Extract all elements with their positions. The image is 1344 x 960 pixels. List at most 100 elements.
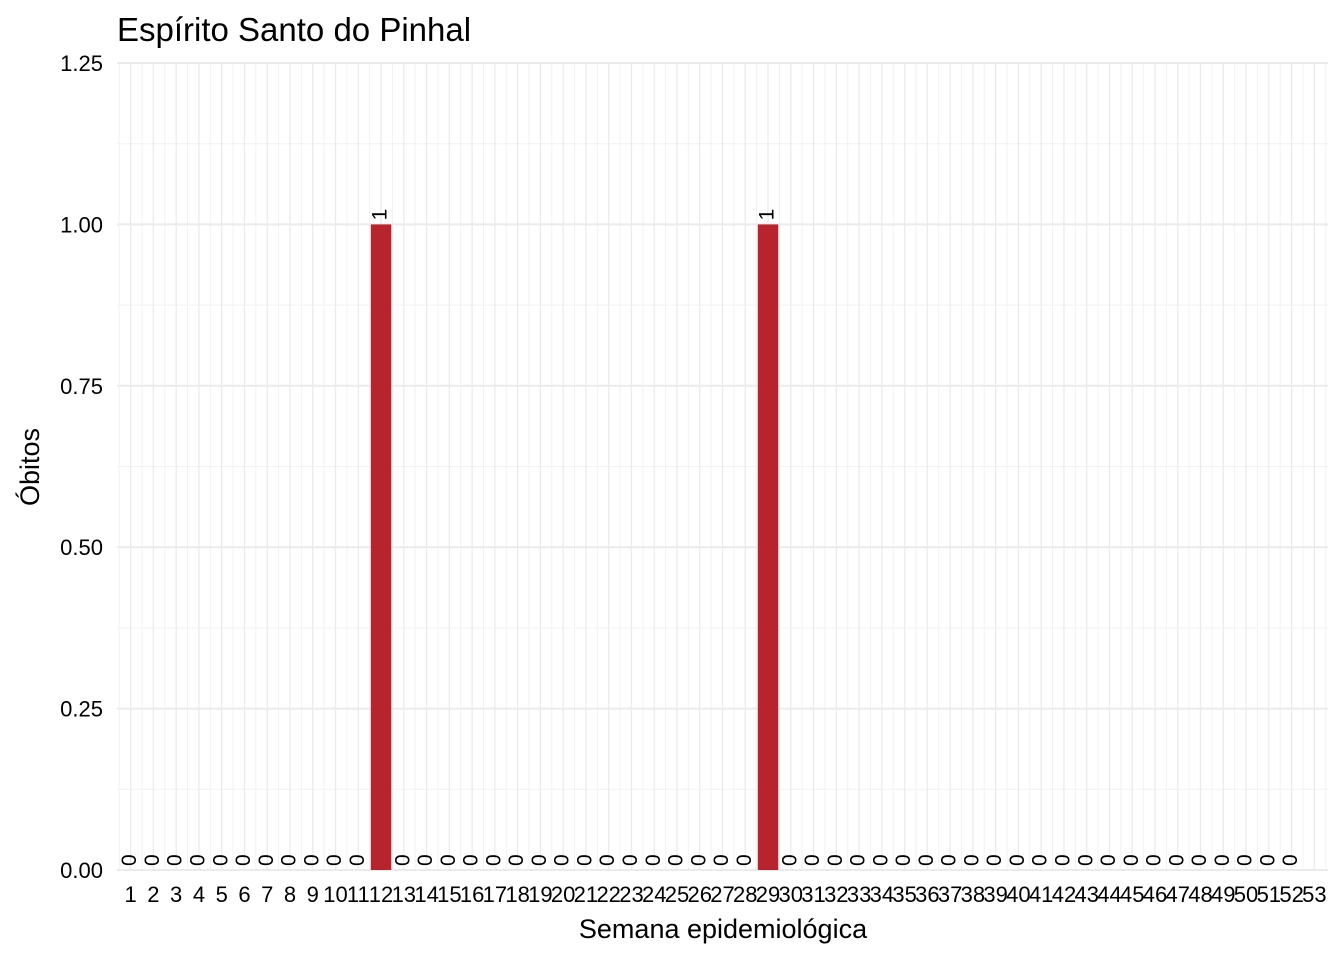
- data-label: 0: [164, 854, 187, 866]
- x-tick-label: 13: [392, 882, 416, 907]
- y-axis-ticks: 0.00 0.25 0.50 0.75 1.00 1.25: [60, 51, 103, 883]
- x-tick-label: 31: [801, 882, 825, 907]
- x-tick-label: 1: [125, 882, 137, 907]
- data-label: 0: [1097, 854, 1120, 866]
- x-tick-label: 23: [619, 882, 643, 907]
- data-labels: 0 0 0 0 0 0 0 0 0 0 010 0 0 0 0 0 0 0 0 0 0 0 0 0 0 010 0 0 0 0 0 0 0 0 0 0…: [118, 209, 1302, 866]
- x-tick-label: 15: [437, 882, 461, 907]
- x-tick-label: 7: [261, 882, 273, 907]
- x-tick-label: 19: [528, 882, 552, 907]
- data-label: 0: [710, 854, 733, 866]
- y-tick-label: 0.00: [60, 858, 103, 883]
- data-label: 0: [983, 854, 1006, 866]
- x-tick-label: 51: [1257, 882, 1281, 907]
- data-label: 0: [1279, 854, 1302, 866]
- data-label: 0: [915, 854, 938, 866]
- x-tick-label: 12: [369, 882, 393, 907]
- data-label: 0: [278, 854, 301, 866]
- data-label: 0: [255, 854, 278, 866]
- data-label: 0: [391, 854, 414, 866]
- x-tick-label: 28: [733, 882, 757, 907]
- x-tick-label: 42: [1052, 882, 1076, 907]
- data-label: 0: [551, 854, 574, 866]
- y-tick-label: 0.25: [60, 697, 103, 722]
- data-label: 0: [938, 854, 961, 866]
- x-tick-label: 47: [1166, 882, 1190, 907]
- data-label: 0: [300, 854, 323, 866]
- x-tick-label: 33: [847, 882, 871, 907]
- x-tick-label: 43: [1074, 882, 1098, 907]
- data-label: 0: [596, 854, 619, 866]
- data-label: 0: [232, 854, 255, 866]
- x-tick-label: 17: [483, 882, 507, 907]
- x-axis-ticks: 1 2 3 4 5 6 7 8 9 10 11 121314151617181920212223242…: [125, 882, 1327, 907]
- x-tick-label: 50: [1234, 882, 1258, 907]
- x-tick-label: 8: [284, 882, 296, 907]
- x-tick-label: 36: [915, 882, 939, 907]
- y-tick-label: 0.75: [60, 374, 103, 399]
- x-tick-label: 44: [1097, 882, 1121, 907]
- data-label: 0: [801, 854, 824, 866]
- x-tick-label: 18: [505, 882, 529, 907]
- data-label: 0: [573, 854, 596, 866]
- x-tick-label: 4: [193, 882, 205, 907]
- data-label: 0: [642, 854, 665, 866]
- data-label: 0: [847, 854, 870, 866]
- data-label: 0: [824, 854, 847, 866]
- x-tick-label: 35: [892, 882, 916, 907]
- x-tick-label: 41: [1029, 882, 1053, 907]
- x-tick-label: 48: [1188, 882, 1212, 907]
- data-label: 0: [346, 854, 369, 866]
- x-axis-label: Semana epidemiológica: [579, 914, 868, 944]
- y-tick-label: 0.50: [60, 535, 103, 560]
- data-label: 0: [733, 854, 756, 866]
- data-label: 0: [1029, 854, 1052, 866]
- data-label: 0: [1211, 854, 1234, 866]
- x-tick-label: 22: [596, 882, 620, 907]
- data-label: 0: [1120, 854, 1143, 866]
- data-label: 0: [1051, 854, 1074, 866]
- data-label: 0: [186, 854, 209, 866]
- data-label: 1: [369, 209, 392, 221]
- x-tick-label: 26: [687, 882, 711, 907]
- x-tick-label: 14: [414, 882, 438, 907]
- x-tick-label: 5: [216, 882, 228, 907]
- data-label: 0: [141, 854, 164, 866]
- x-tick-label: 29: [756, 882, 780, 907]
- data-label: 0: [665, 854, 688, 866]
- x-tick-label: 10: [323, 882, 347, 907]
- x-tick-label: 16: [460, 882, 484, 907]
- data-label: 0: [460, 854, 483, 866]
- x-tick-label: 52: [1279, 882, 1303, 907]
- bars: [370, 224, 779, 870]
- data-label: 0: [1188, 854, 1211, 866]
- x-tick-label: 34: [870, 882, 894, 907]
- x-tick-label: 38: [961, 882, 985, 907]
- x-tick-label: 53: [1302, 882, 1326, 907]
- data-label: 0: [1006, 854, 1029, 866]
- x-tick-label: 30: [779, 882, 803, 907]
- x-tick-label: 40: [1006, 882, 1030, 907]
- bar: [370, 224, 392, 870]
- data-label: 0: [778, 854, 801, 866]
- data-label: 0: [209, 854, 232, 866]
- x-tick-label: 2: [147, 882, 159, 907]
- bar: [757, 224, 779, 870]
- data-label: 0: [1165, 854, 1188, 866]
- data-label: 0: [1143, 854, 1166, 866]
- x-tick-label: 6: [238, 882, 250, 907]
- y-tick-label: 1.00: [60, 212, 103, 237]
- x-tick-label: 32: [824, 882, 848, 907]
- x-tick-label: 3: [170, 882, 182, 907]
- x-tick-label: 20: [551, 882, 575, 907]
- data-label: 0: [528, 854, 551, 866]
- x-tick-label: 49: [1211, 882, 1235, 907]
- chart-title: Espírito Santo do Pinhal: [117, 11, 471, 48]
- x-tick-label: 46: [1143, 882, 1167, 907]
- data-label: 0: [1074, 854, 1097, 866]
- data-label: 1: [756, 209, 779, 221]
- data-label: 0: [1256, 854, 1279, 866]
- grid-minor: [117, 63, 1328, 870]
- data-label: 0: [118, 854, 141, 866]
- x-tick-label: 45: [1120, 882, 1144, 907]
